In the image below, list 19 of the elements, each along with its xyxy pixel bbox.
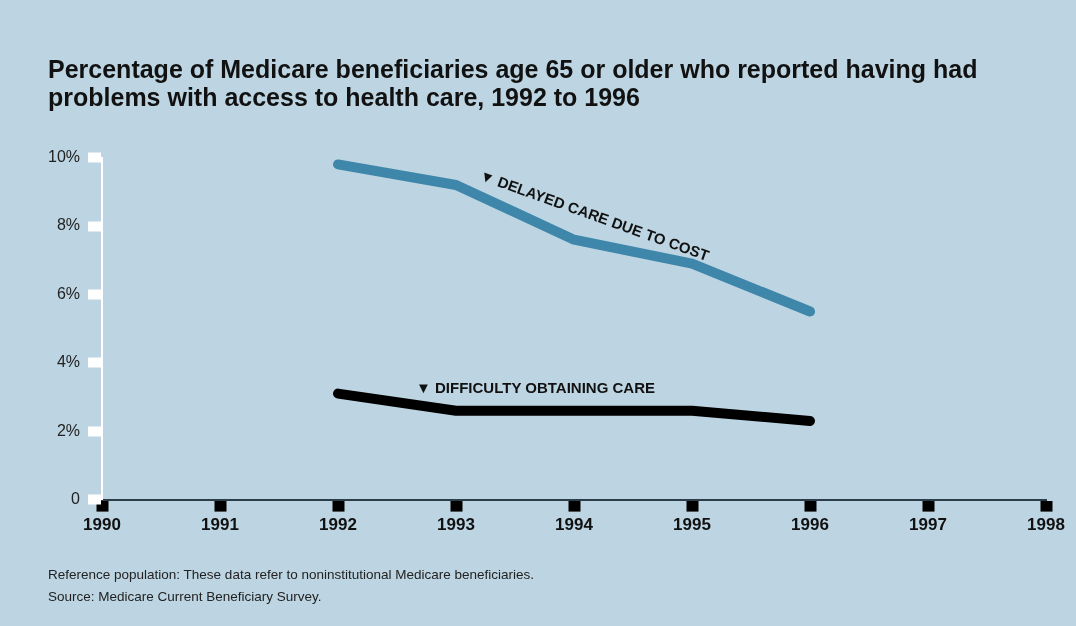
y-tick-label: 10% [47, 148, 81, 166]
y-tick-label: 0 [71, 490, 81, 508]
text: Reference population: These data refer to noninstitutional Medicare beneficiaries. [48, 566, 535, 584]
series-label: ▼ DIFFICULTY OBTAINING CARE [416, 379, 656, 397]
x-tick-label: 1992 [319, 515, 357, 535]
x-tick-label: 1997 [909, 515, 947, 535]
x-tick-label: 1993 [437, 515, 475, 535]
chart-title: Percentage of Medicare beneficiaries age 65 or older who reported having had problems with access to health care, 1992 to 1996 [48, 55, 978, 111]
x-tick-label: 1994 [555, 515, 594, 535]
y-tick-label: 2% [56, 421, 81, 439]
y-tick-label: 4% [56, 353, 81, 371]
x-tick-label: 1995 [673, 515, 711, 535]
x-tick-label: 1996 [791, 515, 829, 535]
x-tick-label: 1990 [83, 515, 121, 535]
y-tick-label: 8% [56, 216, 81, 234]
y-tick-label: 6% [56, 284, 81, 302]
source-note: Source: Medicare Current Beneficiary Survey. [48, 588, 323, 606]
x-tick-label: 1998 [1027, 515, 1065, 535]
x-tick-label: 1991 [201, 515, 239, 535]
